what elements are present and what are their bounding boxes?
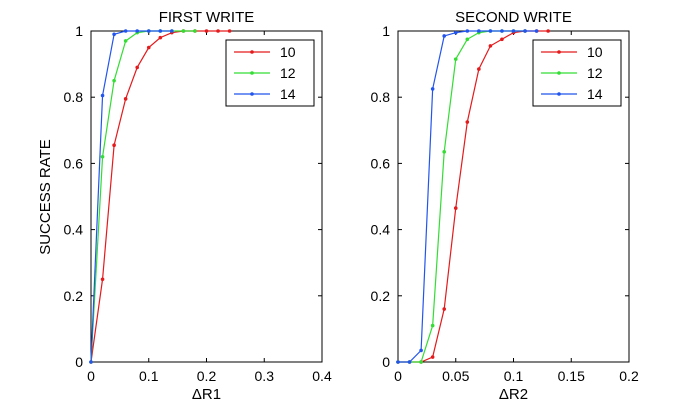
legend-marker <box>250 71 254 75</box>
y-tick-label: 0.6 <box>371 155 391 171</box>
data-point <box>170 29 174 33</box>
y-tick-label: 0.2 <box>64 288 84 304</box>
series-line-12 <box>90 30 195 363</box>
y-tick-label: 0 <box>75 354 83 370</box>
data-point <box>193 29 197 33</box>
data-point <box>523 29 527 33</box>
data-point <box>488 29 493 33</box>
data-point <box>112 32 116 37</box>
data-point <box>123 29 128 33</box>
x-tick-label: 0.2 <box>197 368 217 384</box>
x-tick-label: 0.3 <box>255 368 275 384</box>
data-point <box>227 29 232 33</box>
data-point <box>112 143 116 147</box>
legend-marker <box>557 50 561 54</box>
data-point <box>488 44 493 48</box>
y-tick-label: 0.2 <box>371 288 391 304</box>
x-tick-label: 0.2 <box>619 368 639 384</box>
data-point <box>442 34 447 38</box>
second-write-panel: SECOND WRITE 0 0.05 0.1 0.15 0.2 0 0.2 0.4 0.6 0.8… <box>371 9 639 403</box>
chart-title: SECOND WRITE <box>455 9 572 26</box>
data-point <box>430 323 435 328</box>
x-tick-label: 0.4 <box>312 368 332 384</box>
data-point <box>430 87 435 91</box>
data-point <box>419 360 423 364</box>
y-tick-label: 1 <box>382 23 390 39</box>
data-point <box>546 29 550 33</box>
data-point <box>100 93 105 98</box>
data-point <box>465 37 470 42</box>
data-point <box>204 29 209 33</box>
legend-label: 10 <box>587 44 603 60</box>
legend-marker <box>557 92 561 96</box>
y-tick-label: 0.8 <box>64 89 84 105</box>
data-point <box>135 29 139 33</box>
legend-marker <box>250 50 254 54</box>
data-point <box>442 307 447 311</box>
y-tick-label: 0.4 <box>64 222 84 238</box>
x-tick-label: 0.15 <box>558 368 585 384</box>
x-tick-label: 0 <box>394 368 402 384</box>
data-point <box>181 29 186 33</box>
series-line-14 <box>398 30 537 363</box>
data-point <box>158 35 163 40</box>
legend-label: 12 <box>280 65 296 81</box>
series-line-12 <box>398 30 526 363</box>
legend-marker <box>250 92 254 96</box>
x-axis-label: ΔR1 <box>192 386 221 403</box>
x-tick-label: 0.1 <box>504 368 524 384</box>
data-point <box>100 277 105 282</box>
chart-title: FIRST WRITE <box>159 9 255 26</box>
legend-label: 14 <box>280 86 296 102</box>
data-point <box>123 97 128 101</box>
data-point <box>511 29 516 33</box>
x-tick-label: 0.1 <box>139 368 159 384</box>
data-point <box>419 348 423 353</box>
data-point <box>89 360 93 364</box>
legend-label: 12 <box>587 65 603 81</box>
data-point <box>146 45 151 50</box>
data-point <box>534 29 539 33</box>
data-point <box>407 360 412 364</box>
data-point <box>500 37 504 42</box>
data-point <box>112 78 116 83</box>
data-point <box>477 67 481 71</box>
x-tick-label: 0.05 <box>442 368 469 384</box>
data-point <box>453 206 458 210</box>
data-point <box>158 29 163 33</box>
y-tick-label: 1 <box>75 23 83 39</box>
y-tick-label: 0.8 <box>371 89 391 105</box>
data-point <box>453 57 458 61</box>
legend-label: 14 <box>587 86 603 102</box>
y-tick-label: 0.6 <box>64 155 84 171</box>
x-tick-label: 0 <box>87 368 95 384</box>
legend-label: 10 <box>280 44 296 60</box>
data-point <box>500 29 504 33</box>
y-tick-label: 0 <box>382 354 390 370</box>
data-point <box>477 29 481 33</box>
data-point <box>216 29 220 33</box>
figure-y-axis-label: SUCCESS RATE <box>37 139 54 255</box>
first-write-panel: FIRST WRITE 0 0.1 0.2 0.3 0.4 0 0.2 0.4 0.6 0.8 1 ΔR… <box>64 9 332 403</box>
data-point <box>135 65 139 70</box>
data-point <box>123 39 128 43</box>
data-point <box>442 150 447 154</box>
data-point <box>146 29 151 33</box>
legend-marker <box>557 71 561 75</box>
x-axis-label: ΔR2 <box>499 386 528 403</box>
data-point <box>453 30 458 35</box>
series-line-10 <box>90 30 230 363</box>
data-point <box>465 29 470 33</box>
data-point <box>396 360 400 364</box>
series-line-10 <box>398 30 549 363</box>
y-tick-label: 0.4 <box>371 222 391 238</box>
data-point <box>465 120 470 124</box>
data-point <box>430 355 435 359</box>
series-line-14 <box>90 30 172 363</box>
data-point <box>100 154 105 159</box>
